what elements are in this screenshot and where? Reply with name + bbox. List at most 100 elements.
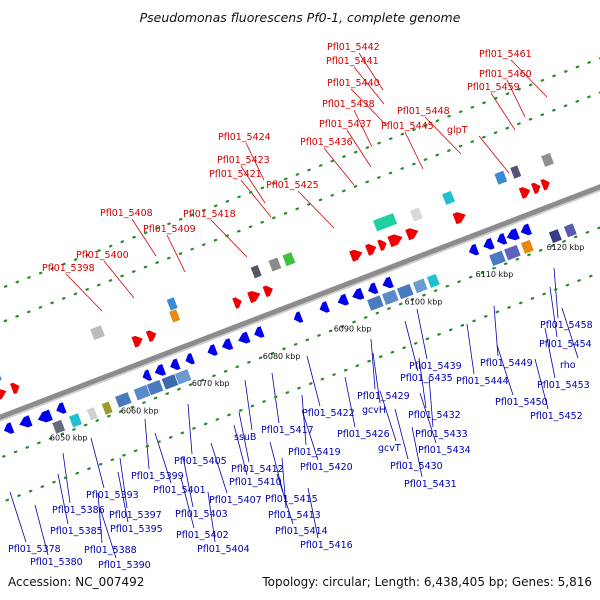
reverse-label-connector [544,327,556,379]
reverse-label-connector [97,492,103,544]
feature-box [366,294,385,312]
forward-gene-arrow [10,382,20,395]
forward-label-connector [358,52,384,91]
forward-label-connector [297,190,335,229]
reverse-label-connector [549,286,558,338]
reverse-label-connector [306,355,321,407]
reverse-label-connector [269,441,284,493]
reverse-label-connector [233,424,248,476]
forward-gene-label: Pfl01_5409 [143,224,196,235]
forward-label-connector [350,88,388,127]
forward-gene-label: Pfl01_5460 [479,69,532,80]
reverse-label-connector [428,376,434,428]
reverse-gene-label: Pfl01_5402 [176,530,229,541]
forward-label-connector [210,219,248,258]
feature-box [503,244,522,262]
scale-tick-label: 6070 kbp [192,379,230,388]
reverse-label-connector [344,376,356,428]
reverse-gene-label: Pfl01_5426 [337,429,390,440]
forward-gene-arrow [452,212,466,225]
reverse-gene-arrow [3,422,15,434]
reverse-gene-label: Pfl01_5399 [131,471,184,482]
forward-gene-arrow [405,228,419,241]
reverse-label-connector [496,344,514,396]
reverse-gene-label: Pfl01_5412 [231,464,284,475]
reverse-label-connector [119,457,128,509]
feature-box [168,308,181,324]
forward-label-connector [353,66,385,105]
reverse-gene-label: Pfl01_5385 [50,526,103,537]
reverse-gene-label: Pfl01_5407 [209,495,262,506]
reverse-gene-arrow [19,415,33,428]
forward-gene-label: Pfl01_5437 [319,119,372,130]
reverse-gene-arrow [170,358,181,371]
accession-text: Accession: NC_007492 [8,575,144,589]
reverse-gene-arrow [506,228,520,241]
feature-box [145,379,165,397]
genome-tracks [0,57,600,505]
reverse-gene-label: Pfl01_5444 [456,376,509,387]
reverse-gene-arrow [352,287,365,300]
reverse-gene-arrow [207,344,218,356]
reverse-gene-label: Pfl01_5386 [52,505,105,516]
reverse-label-connector [379,390,397,442]
feature-box [372,212,398,233]
reverse-gene-arrow [368,282,379,295]
feature-box [114,391,133,409]
reverse-label-connector [416,308,428,360]
forward-gene-arrow [349,249,363,262]
forward-gene-arrow [131,335,143,348]
scale-tick-label: 6110 kbp [476,270,514,279]
feature-box [409,206,424,223]
reverse-gene-arrow [468,243,480,256]
feature-box [426,273,441,289]
reverse-gene-arrow [154,364,167,376]
scale-tick-label: 6120 kbp [547,243,585,252]
feature-box [89,324,106,341]
feature-box [563,222,578,239]
reverse-gene-label: Pfl01_5454 [539,339,592,350]
reverse-label-connector [187,403,193,455]
reverse-gene-label: Pfl01_5401 [153,485,206,496]
scale-ticks: 6050 kbp 6060 kbp 6070 kbp 6080 kbp 6090 kbp… [50,243,584,443]
reverse-gene-label: Pfl01_5434 [418,445,471,456]
reverse-gene-arrow [185,352,195,365]
reverse-gene-arrow [56,402,67,414]
reverse-gene-label: gcvT [378,443,401,454]
forward-label-connector [404,131,424,170]
feature-box [488,249,507,267]
forward-gene-arrow [540,179,550,191]
reverse-gene-label: Pfl01_5433 [415,429,468,440]
reverse-label-connector [210,442,228,494]
reverse-gene-label: Pfl01_5388 [84,545,137,556]
scale-tick-label: 6080 kbp [263,352,301,361]
forward-gene-label: Pfl01_5448 [397,106,450,117]
feature-box [493,170,509,186]
reverse-gene-arrow [337,293,349,306]
feature-box [267,256,283,273]
reverse-gene-label: Pfl01_5415 [265,494,318,505]
reverse-label-connector [561,307,579,359]
reverse-label-connector [394,408,409,460]
forward-gene-label: Pfl01_5461 [479,49,532,60]
genome-summary-text: Topology: circular; Length: 6,438,405 bp… [261,575,592,589]
reverse-gene-arrow [382,276,394,289]
reverse-label-connector [301,394,307,446]
forward-gene-label: Pfl01_5459 [467,82,520,93]
forward-label-connector [346,129,372,168]
reverse-label-connector [90,437,105,489]
reverse-gene-label: Pfl01_5378 [8,544,61,555]
reverse-gene-arrow [319,301,330,313]
feature-box [173,368,193,386]
forward-gene-arrow [387,234,403,248]
reverse-label-connector [301,409,319,461]
forward-gene-label: Pfl01_5408 [100,208,153,219]
reverse-label-connector [466,323,475,375]
forward-gene-label: Pfl01_5445 [381,121,434,132]
forward-gene-label: Pfl01_5400 [76,250,129,261]
reverse-gene-label: Pfl01_5453 [537,380,590,391]
forward-gene-arrow [365,243,377,256]
forward-gene-arrow [262,285,273,298]
reverse-gene-arrow [37,409,53,423]
scale-tick-label: 6090 kbp [334,325,372,334]
